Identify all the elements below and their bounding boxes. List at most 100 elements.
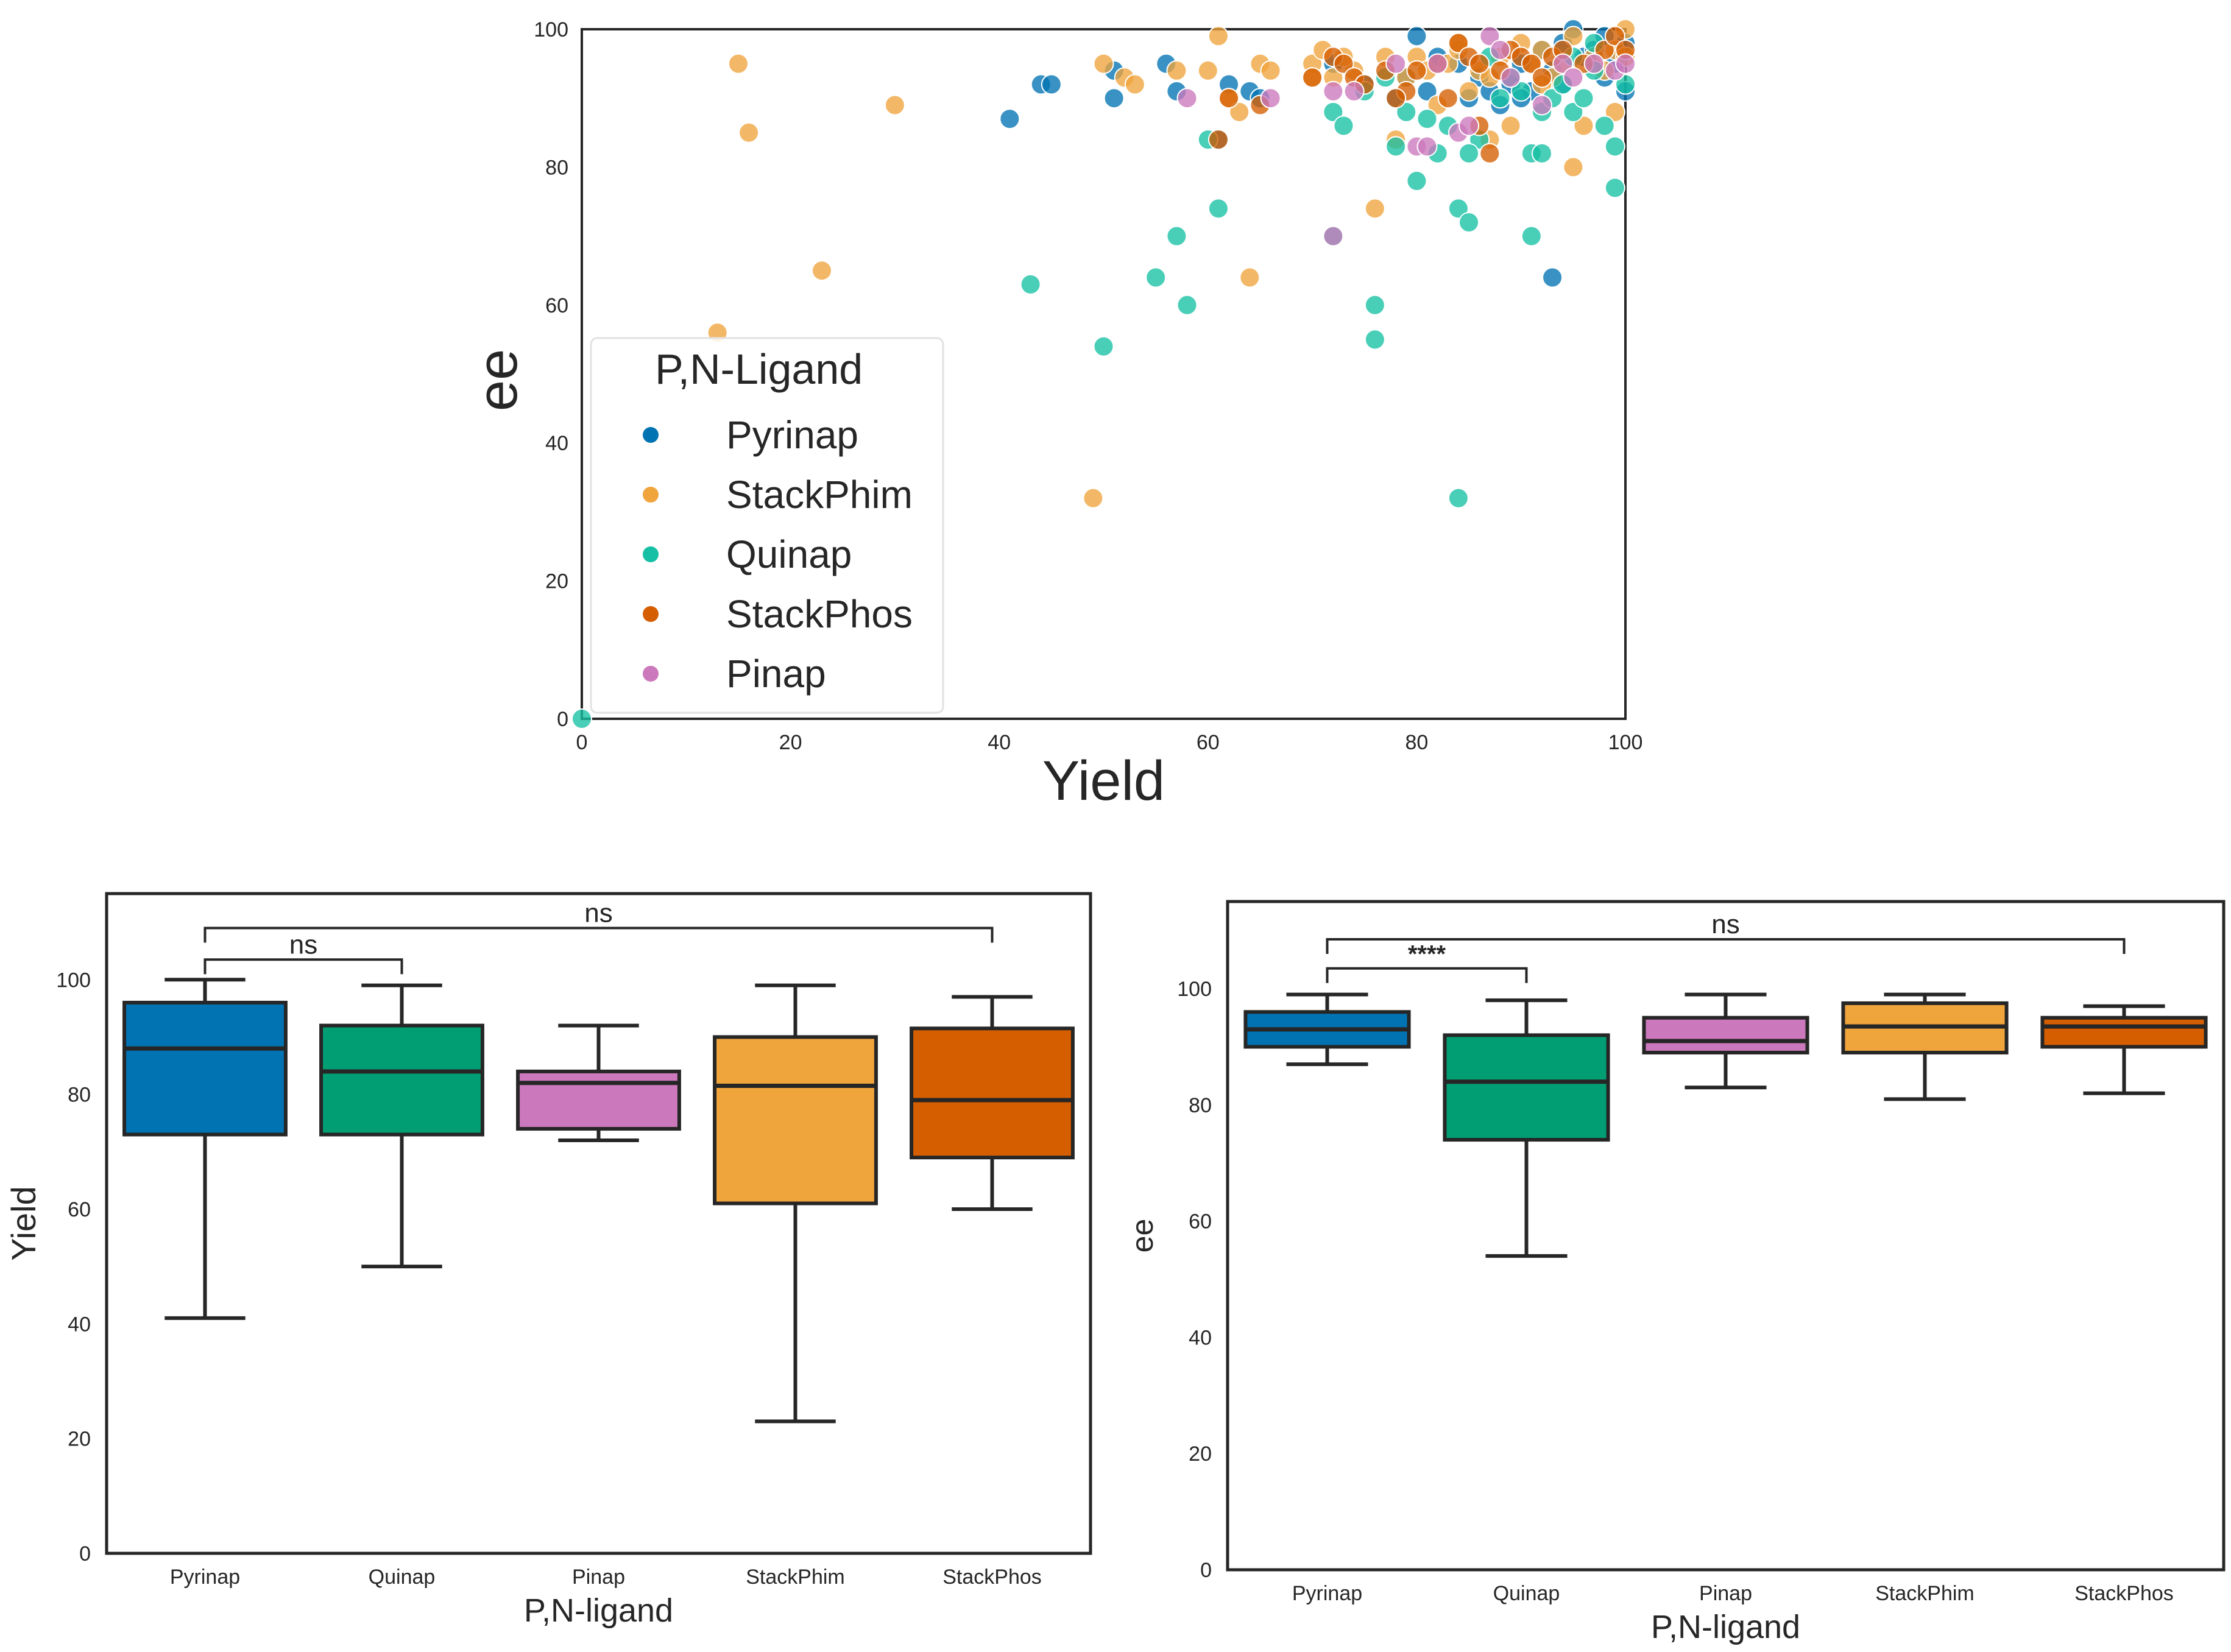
x-tick-label: StackPhim bbox=[746, 1566, 845, 1589]
legend-label: Pinap bbox=[726, 652, 826, 696]
significance-bracket: ns bbox=[203, 930, 403, 975]
box-group bbox=[1443, 998, 1610, 1258]
data-point bbox=[1583, 53, 1605, 74]
box-group bbox=[122, 978, 288, 1320]
x-axis-label: P,N-ligand bbox=[1651, 1609, 1800, 1645]
data-point bbox=[1500, 115, 1521, 136]
data-point bbox=[884, 94, 905, 116]
data-point bbox=[1416, 136, 1438, 157]
data-point bbox=[1521, 53, 1542, 74]
data-point bbox=[1573, 88, 1594, 109]
data-point bbox=[1490, 39, 1511, 60]
legend-marker bbox=[643, 487, 659, 503]
y-axis-label: Yield bbox=[4, 1186, 43, 1260]
data-point bbox=[1103, 88, 1125, 109]
data-point bbox=[1364, 329, 1385, 350]
data-point bbox=[1416, 108, 1438, 130]
significance-label: ns bbox=[289, 930, 317, 959]
bracket-line bbox=[203, 958, 403, 975]
data-point bbox=[1594, 39, 1615, 60]
data-point bbox=[1083, 487, 1104, 509]
data-point bbox=[1260, 60, 1281, 81]
data-point bbox=[1531, 143, 1552, 164]
x-tick-label: 60 bbox=[1197, 731, 1220, 754]
data-point bbox=[1531, 67, 1552, 88]
data-point bbox=[1406, 26, 1427, 47]
data-point bbox=[1260, 88, 1281, 109]
data-point bbox=[999, 108, 1020, 130]
data-point bbox=[1479, 143, 1501, 164]
x-tick-label: Pinap bbox=[572, 1566, 625, 1589]
data-point bbox=[811, 260, 832, 281]
data-point bbox=[1166, 60, 1187, 81]
plot-frame bbox=[105, 892, 1092, 1555]
x-tick-label: Pyrinap bbox=[1292, 1582, 1362, 1605]
data-point bbox=[1563, 157, 1584, 178]
data-point bbox=[1323, 225, 1344, 247]
data-point bbox=[1323, 80, 1344, 102]
x-tick-label: Pyrinap bbox=[170, 1566, 240, 1589]
legend-title: P,N-Ligand bbox=[655, 345, 863, 393]
data-point bbox=[1020, 274, 1041, 295]
bracket-line bbox=[203, 927, 994, 943]
data-point bbox=[1302, 67, 1323, 88]
data-point bbox=[1604, 101, 1625, 122]
data-point bbox=[1239, 267, 1260, 288]
data-point bbox=[1604, 177, 1625, 199]
x-axis-label: P,N-ligand bbox=[524, 1592, 673, 1629]
x-tick-label: 0 bbox=[576, 731, 588, 754]
data-point bbox=[1207, 26, 1229, 47]
data-point bbox=[1510, 80, 1532, 102]
x-tick-label: Quinap bbox=[369, 1566, 436, 1589]
y-axis-label: ee bbox=[467, 349, 529, 411]
scatter-points bbox=[571, 19, 1636, 729]
box-group bbox=[1243, 992, 1411, 1067]
y-tick-label: 80 bbox=[68, 1084, 91, 1107]
x-tick-label: StackPhos bbox=[942, 1566, 1042, 1589]
y-tick-label: 80 bbox=[1189, 1094, 1212, 1117]
data-point bbox=[1364, 198, 1385, 219]
y-tick-label: 0 bbox=[1200, 1559, 1212, 1582]
y-tick-label: 0 bbox=[557, 708, 568, 731]
y-tick-label: 40 bbox=[1189, 1326, 1212, 1349]
data-point bbox=[1458, 143, 1480, 164]
data-point bbox=[1364, 294, 1385, 316]
legend-marker bbox=[643, 606, 659, 622]
significance-bracket: ns bbox=[1326, 909, 2126, 954]
data-point bbox=[1207, 198, 1229, 219]
data-point bbox=[1469, 53, 1490, 74]
data-point bbox=[1521, 225, 1542, 247]
data-point bbox=[1615, 53, 1636, 74]
data-point bbox=[1333, 53, 1354, 74]
y-tick-label: 100 bbox=[534, 18, 568, 41]
legend-marker bbox=[643, 666, 659, 682]
x-tick-label: StackPhos bbox=[2074, 1582, 2174, 1605]
yield-box-panel: 0 20 40 60 80 100 Pyrinap Quinap Pinap StackPhim S… bbox=[4, 892, 1092, 1629]
x-tick-label: Quinap bbox=[1493, 1582, 1560, 1605]
data-point bbox=[1458, 211, 1480, 233]
data-point bbox=[1563, 101, 1584, 122]
x-tick-label: Pinap bbox=[1699, 1582, 1752, 1605]
data-point bbox=[1604, 136, 1625, 157]
data-point bbox=[1207, 129, 1229, 150]
significance-label: **** bbox=[1408, 941, 1446, 968]
y-tick-label: 20 bbox=[68, 1428, 91, 1451]
data-point bbox=[1531, 94, 1552, 116]
legend-label: StackPhos bbox=[726, 592, 913, 636]
box-quinap bbox=[319, 1023, 484, 1137]
data-point bbox=[1166, 225, 1187, 247]
data-point bbox=[1343, 80, 1365, 102]
y-tick-label: 100 bbox=[56, 969, 91, 992]
legend-label: Pyrinap bbox=[726, 413, 858, 457]
data-point bbox=[1448, 32, 1469, 54]
data-point bbox=[571, 708, 592, 729]
x-tick-label: 40 bbox=[988, 731, 1011, 754]
legend-box bbox=[590, 337, 944, 714]
data-point bbox=[1406, 171, 1427, 192]
significance-bracket: **** bbox=[1326, 941, 1528, 983]
data-point bbox=[1218, 88, 1240, 109]
box-group bbox=[516, 1023, 681, 1142]
y-tick-label: 60 bbox=[1189, 1210, 1212, 1234]
data-point bbox=[1573, 115, 1594, 136]
